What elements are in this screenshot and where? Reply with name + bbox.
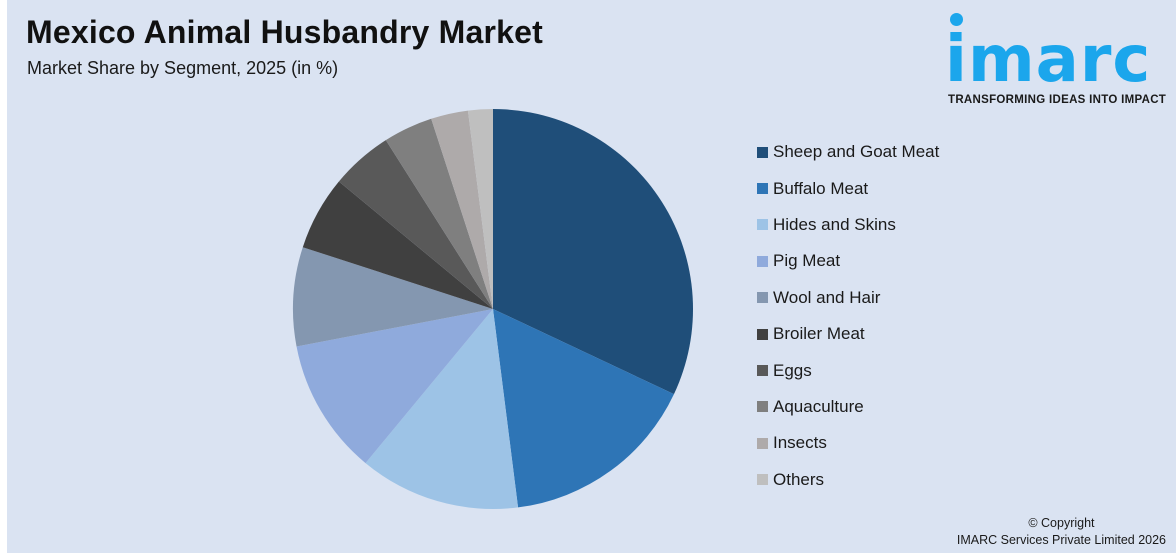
legend-swatch-icon (757, 437, 768, 449)
pie-slice-buffalo-meat (493, 309, 674, 508)
pie-slice-sheep-and-goat-meat (493, 109, 694, 395)
copyright-line: © Copyright (1028, 516, 1095, 530)
logo-tagline: TRANSFORMING IDEAS INTO IMPACT (948, 94, 1167, 106)
legend-item: Broiler Meat (749, 316, 939, 352)
legend-label: Pig Meat (773, 251, 841, 271)
logo-wordmark: imarc (945, 23, 1152, 97)
legend-label: Others (773, 469, 825, 489)
pie-slice-pig-meat (296, 309, 493, 464)
chart-panel: Mexico Animal Husbandry Market Market Sh… (7, 0, 1176, 553)
pie-slice-others (467, 109, 493, 309)
legend-swatch-icon (757, 255, 768, 267)
legend-item: Pig Meat (749, 243, 939, 279)
legend-label: Hides and Skins (773, 214, 896, 234)
chart-title: Mexico Animal Husbandry Market (26, 14, 543, 50)
legend-item: Buffalo Meat (749, 170, 939, 206)
legend-label: Aquaculture (773, 396, 864, 416)
imarc-logo: imarc TRANSFORMING IDEAS INTO IMPACT (945, 10, 1173, 110)
legend-label: Insects (773, 433, 827, 453)
legend-item: Sheep and Goat Meat (749, 134, 939, 170)
legend-item: Insects (749, 425, 939, 461)
legend-swatch-icon (757, 365, 768, 377)
pie-chart (292, 109, 694, 509)
pie-slice-broiler-meat (302, 181, 493, 309)
legend-swatch-icon (757, 219, 768, 231)
legend-item: Eggs (749, 352, 939, 388)
pie-slice-wool-and-hair (292, 247, 493, 347)
legend-swatch-icon (757, 183, 768, 195)
legend-item: Hides and Skins (749, 207, 939, 243)
legend-label: Sheep and Goat Meat (773, 142, 940, 162)
pie-slice-hides-and-skins (365, 309, 519, 509)
chart-subtitle: Market Share by Segment, 2025 (in %) (27, 58, 339, 78)
legend-swatch-icon (757, 474, 768, 486)
chart-legend: Sheep and Goat Meat Buffalo Meat Hides and… (749, 134, 939, 498)
legend-swatch-icon (757, 401, 768, 413)
legend-item: Others (749, 462, 939, 498)
pie-slice-insects (431, 110, 493, 309)
legend-item: Aquaculture (749, 389, 939, 425)
legend-label: Broiler Meat (773, 324, 865, 344)
legend-label: Buffalo Meat (773, 178, 869, 198)
logo-dot-icon (950, 13, 963, 26)
legend-swatch-icon (757, 146, 768, 158)
pie-slice-aquaculture (385, 118, 493, 309)
legend-label: Eggs (773, 360, 812, 380)
legend-swatch-icon (757, 328, 768, 340)
copyright-notice: © Copyright IMARC Services Private Limit… (957, 515, 1166, 549)
pie-slice-eggs (338, 140, 493, 309)
legend-item: Wool and Hair (749, 280, 939, 316)
legend-swatch-icon (757, 292, 768, 304)
legend-label: Wool and Hair (773, 287, 881, 307)
company-line: IMARC Services Private Limited 2026 (956, 533, 1166, 547)
